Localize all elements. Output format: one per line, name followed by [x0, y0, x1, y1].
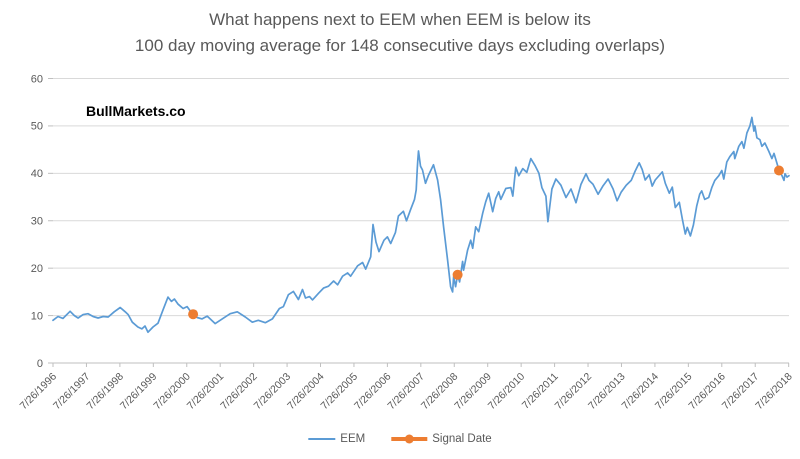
eem-price-line	[52, 116, 790, 334]
y-axis-label: 20	[31, 263, 43, 275]
legend-item-signal-date: Signal Date	[391, 433, 492, 445]
signal-date-marker-icon	[391, 434, 428, 444]
x-axis-label: 7/26/2018	[753, 371, 795, 413]
chart-legend: EEM Signal Date	[308, 433, 492, 445]
legend-item-eem: EEM	[308, 433, 365, 445]
legend-label-eem: EEM	[340, 433, 366, 445]
bullmarkets-watermark: BullMarkets.co	[86, 103, 186, 119]
y-axis-label: 10	[31, 310, 43, 322]
y-axis-label: 30	[31, 216, 43, 228]
signal-date-marker	[452, 269, 463, 280]
y-axis-label: 0	[37, 358, 43, 370]
eem-line-icon	[308, 438, 336, 440]
chart-title-line-1: What happens next to EEM when EEM is bel…	[209, 10, 591, 29]
chart-title-line-2: 100 day moving average for 148 consecuti…	[134, 36, 666, 55]
signal-dot-icon	[404, 434, 414, 444]
signal-date-marker	[188, 309, 199, 320]
y-axis-label: 60	[31, 73, 43, 85]
signal-date-marker	[774, 165, 784, 176]
y-axis-label: 50	[31, 121, 43, 133]
y-axis-label: 40	[31, 168, 43, 180]
legend-label-signal-date: Signal Date	[432, 433, 492, 445]
chart-title: What happens next to EEM when EEM is bel…	[0, 7, 800, 59]
